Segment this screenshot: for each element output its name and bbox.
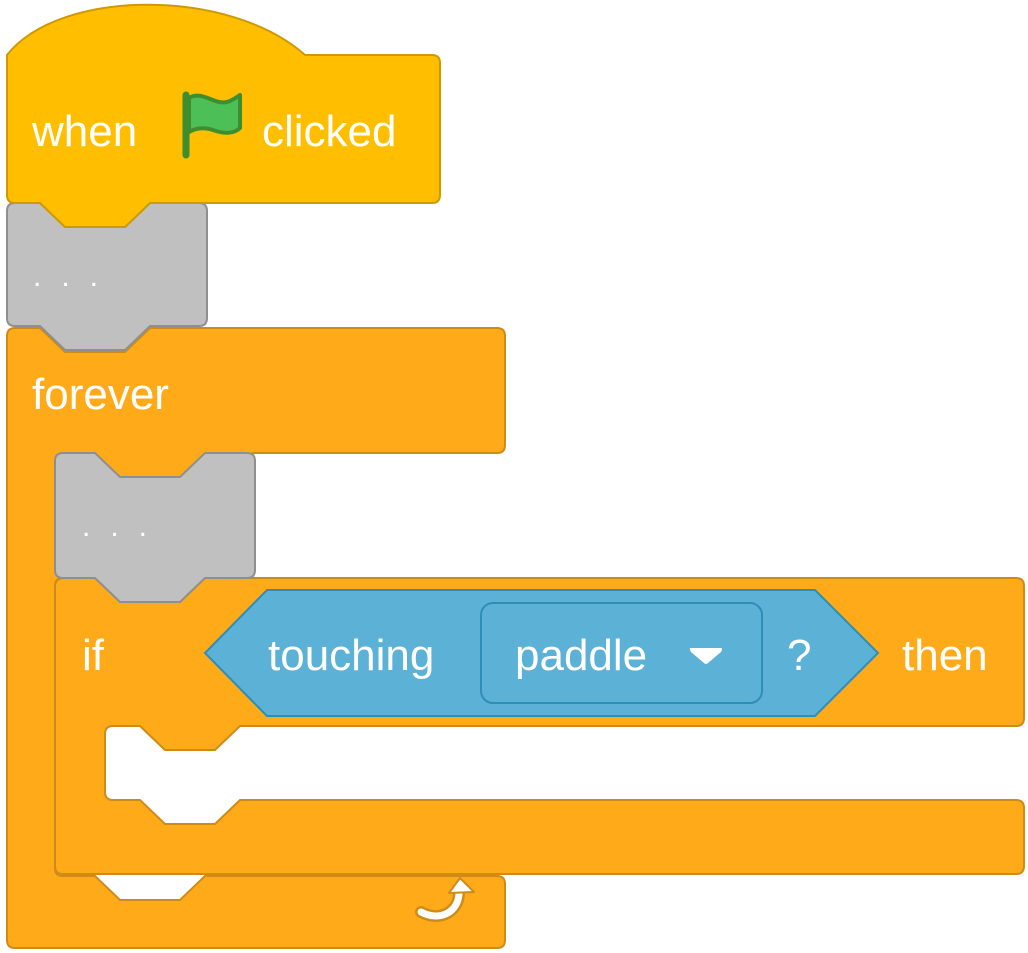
placeholder-label-1: ...	[33, 260, 119, 293]
if-label: if	[82, 631, 104, 680]
placeholder-label-2: ...	[82, 510, 168, 543]
loop-arrow-icon	[415, 877, 475, 922]
dropdown-field-paddle[interactable]	[480, 602, 763, 704]
condition-suffix: ?	[787, 631, 812, 680]
then-label: then	[902, 631, 988, 680]
placeholder-block-2[interactable]	[54, 452, 256, 603]
hat-label-clicked: clicked	[262, 107, 397, 156]
chevron-down-icon[interactable]	[689, 648, 722, 664]
condition-label-touching: touching	[268, 631, 435, 680]
hat-label-when: when	[32, 107, 138, 156]
dropdown-value: paddle	[515, 631, 648, 680]
green-flag-icon	[182, 91, 242, 159]
forever-label: forever	[32, 370, 169, 419]
